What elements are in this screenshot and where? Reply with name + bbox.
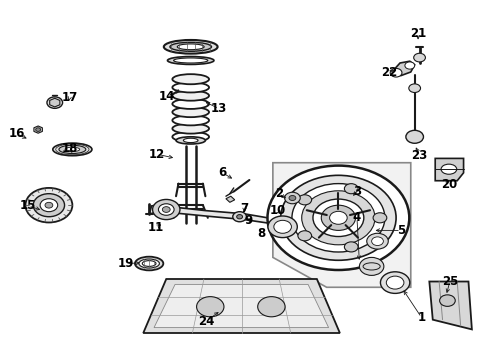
Text: 8: 8	[257, 227, 265, 240]
Ellipse shape	[177, 44, 204, 50]
Text: 22: 22	[380, 66, 396, 79]
Text: 17: 17	[61, 91, 78, 104]
Circle shape	[321, 205, 355, 230]
Text: 1: 1	[417, 311, 425, 324]
Circle shape	[359, 257, 383, 275]
Text: 7: 7	[240, 202, 248, 215]
Text: 11: 11	[147, 221, 163, 234]
Polygon shape	[143, 279, 339, 333]
Text: 23: 23	[410, 149, 427, 162]
Polygon shape	[225, 196, 234, 202]
Circle shape	[344, 242, 357, 252]
Circle shape	[284, 192, 300, 204]
Polygon shape	[434, 158, 463, 181]
Circle shape	[413, 53, 425, 62]
Circle shape	[267, 216, 297, 238]
Text: 4: 4	[352, 211, 360, 224]
Circle shape	[371, 237, 383, 246]
Text: 5: 5	[396, 224, 404, 237]
Circle shape	[236, 215, 242, 219]
Ellipse shape	[176, 137, 205, 144]
Circle shape	[45, 202, 53, 208]
Text: 2: 2	[274, 187, 282, 200]
Circle shape	[288, 195, 295, 201]
Ellipse shape	[172, 91, 209, 101]
Polygon shape	[149, 204, 368, 236]
Circle shape	[257, 297, 285, 317]
Circle shape	[33, 194, 64, 217]
Circle shape	[280, 175, 395, 260]
Circle shape	[356, 229, 366, 236]
Polygon shape	[34, 126, 42, 133]
Ellipse shape	[172, 82, 209, 93]
Ellipse shape	[172, 74, 209, 84]
Ellipse shape	[183, 138, 198, 143]
Polygon shape	[390, 61, 414, 76]
Text: 20: 20	[440, 178, 456, 191]
Ellipse shape	[173, 58, 207, 63]
Text: 18: 18	[61, 142, 78, 155]
Ellipse shape	[172, 107, 209, 117]
Text: 14: 14	[159, 90, 175, 103]
Circle shape	[267, 166, 408, 270]
Polygon shape	[428, 282, 471, 329]
Ellipse shape	[65, 147, 80, 152]
Polygon shape	[154, 284, 328, 328]
Text: 6: 6	[218, 166, 226, 179]
Ellipse shape	[139, 259, 159, 268]
Circle shape	[297, 231, 311, 241]
Ellipse shape	[59, 145, 85, 153]
Circle shape	[389, 68, 401, 77]
Text: 12: 12	[148, 148, 164, 161]
Text: 19: 19	[118, 257, 134, 270]
Circle shape	[25, 188, 72, 222]
Circle shape	[405, 130, 423, 143]
Ellipse shape	[440, 164, 456, 174]
Polygon shape	[272, 163, 410, 287]
Circle shape	[36, 128, 41, 131]
Circle shape	[408, 84, 420, 93]
Ellipse shape	[53, 143, 92, 156]
Text: 9: 9	[244, 214, 252, 227]
Circle shape	[47, 97, 62, 108]
Circle shape	[273, 220, 291, 233]
Circle shape	[386, 276, 403, 289]
Ellipse shape	[172, 115, 209, 125]
Circle shape	[158, 204, 174, 215]
Circle shape	[329, 211, 346, 224]
Ellipse shape	[172, 132, 209, 142]
Circle shape	[301, 191, 374, 245]
Circle shape	[232, 212, 246, 222]
Ellipse shape	[163, 40, 217, 54]
Circle shape	[312, 199, 363, 237]
Circle shape	[162, 207, 170, 212]
Ellipse shape	[172, 123, 209, 134]
Text: 10: 10	[269, 204, 285, 217]
Ellipse shape	[170, 42, 211, 51]
Text: 16: 16	[9, 127, 25, 140]
Text: 21: 21	[409, 27, 426, 40]
Circle shape	[439, 295, 454, 306]
Circle shape	[291, 184, 384, 252]
Text: 13: 13	[210, 102, 227, 115]
Ellipse shape	[135, 257, 163, 270]
Circle shape	[351, 225, 371, 239]
Polygon shape	[50, 98, 60, 107]
Text: 24: 24	[198, 315, 214, 328]
Text: 25: 25	[441, 275, 457, 288]
Circle shape	[196, 297, 224, 317]
Circle shape	[380, 272, 409, 293]
Text: 15: 15	[20, 199, 37, 212]
Circle shape	[366, 233, 387, 249]
Ellipse shape	[172, 99, 209, 109]
Circle shape	[152, 199, 180, 220]
Circle shape	[297, 195, 311, 205]
Circle shape	[372, 213, 386, 223]
Circle shape	[344, 184, 357, 194]
Circle shape	[40, 199, 58, 212]
Circle shape	[404, 62, 414, 69]
Text: 3: 3	[352, 185, 360, 198]
Ellipse shape	[167, 57, 214, 64]
